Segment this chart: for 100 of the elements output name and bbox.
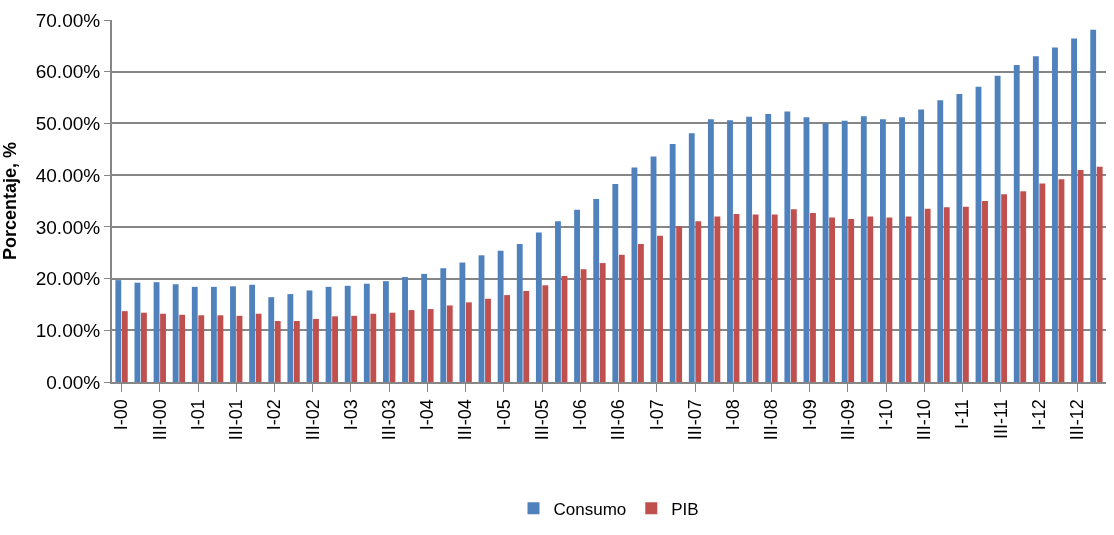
bar: [771, 214, 778, 382]
bar: [657, 235, 663, 382]
x-tick-label: I-04: [417, 399, 438, 431]
bar: [516, 243, 523, 382]
bar: [1096, 166, 1103, 382]
bar: [504, 295, 511, 382]
x-tick-label: III-05: [531, 399, 552, 441]
bar: [752, 214, 759, 382]
x-tick-label: III-06: [608, 399, 629, 441]
bar: [790, 209, 797, 382]
bar: [924, 208, 931, 382]
bar: [402, 277, 408, 382]
bar: [574, 209, 580, 382]
bar: [880, 119, 886, 382]
bar: [497, 250, 504, 382]
bar: [599, 263, 606, 382]
y-tick-label: 40.00%: [35, 164, 101, 186]
x-tick-label: I-00: [111, 399, 132, 431]
bar: [1013, 64, 1020, 382]
bar: [1039, 183, 1046, 382]
bar: [274, 320, 281, 382]
bar: [363, 283, 370, 382]
bar: [612, 183, 619, 382]
bar: [746, 116, 753, 382]
bar: [841, 120, 848, 382]
bar: [287, 294, 294, 382]
bar: [1071, 38, 1077, 382]
bar: [446, 305, 453, 382]
legend-label: Consumo: [553, 499, 627, 519]
bar: [249, 284, 256, 382]
x-tick-label: I-10: [876, 399, 897, 431]
x-tick-label: III-00: [149, 399, 170, 441]
bar: [638, 243, 644, 382]
bar: [217, 315, 224, 382]
x-tick-label: I-12: [1028, 399, 1049, 431]
bar: [822, 122, 829, 382]
x-tick-label: I-02: [264, 399, 285, 431]
x-tick-label: I-06: [570, 399, 591, 431]
y-tick-label: 70.00%: [35, 9, 101, 31]
bar: [383, 281, 389, 382]
bar: [1090, 29, 1097, 382]
bar: [899, 117, 905, 382]
bar: [714, 216, 721, 382]
bar: [230, 286, 236, 382]
bar: [427, 309, 434, 382]
bar: [293, 320, 300, 382]
x-tick-label: I-09: [799, 399, 820, 431]
y-axis-title: Porcentaje, %: [0, 141, 20, 261]
bar: [268, 297, 275, 382]
bar: [1020, 191, 1027, 382]
x-tick-label: I-08: [723, 399, 744, 431]
y-tick-label: 10.00%: [35, 319, 101, 341]
y-tick-label: 60.00%: [35, 61, 101, 83]
x-tick-label: III-10: [914, 399, 935, 441]
bar: [956, 93, 963, 382]
bar: [1001, 194, 1008, 382]
bar: [707, 119, 714, 382]
bar: [962, 206, 969, 382]
bar: [860, 116, 867, 382]
bar: [198, 315, 205, 382]
bar: [191, 286, 198, 382]
bar: [440, 268, 447, 382]
bar: [676, 226, 683, 382]
bar: [121, 311, 128, 382]
bar: [465, 302, 472, 382]
bar: [810, 212, 816, 382]
bar: [535, 232, 542, 382]
x-tick-label: I-11: [952, 399, 973, 429]
bar: [332, 316, 338, 382]
bar: [727, 120, 733, 382]
x-tick-label: I-07: [646, 399, 667, 431]
bar: [688, 133, 695, 382]
legend-label: PIB: [671, 499, 699, 519]
x-tick-label: I-05: [493, 399, 514, 431]
bar: [580, 269, 587, 382]
bar: [765, 114, 772, 382]
y-tick-label: 0.00%: [46, 371, 101, 393]
bar: [160, 313, 166, 382]
bar: [829, 217, 835, 382]
bar: [351, 315, 358, 382]
bar: [1032, 56, 1039, 382]
bar: [593, 198, 600, 382]
bar: [421, 273, 428, 382]
bar: [115, 280, 122, 382]
bar: [695, 221, 702, 382]
bar: [555, 221, 561, 382]
x-tick-label: III-02: [302, 399, 323, 441]
bar: [848, 219, 855, 382]
bar: [943, 207, 950, 382]
bar: [523, 290, 530, 382]
y-tick-label: 50.00%: [35, 113, 101, 135]
bar: [210, 286, 217, 382]
bar: [459, 262, 466, 382]
bar: [1077, 169, 1084, 382]
x-tick-label: I-03: [340, 399, 361, 431]
bar: [172, 284, 179, 382]
x-tick-label: III-03: [379, 399, 400, 441]
bar: [255, 313, 262, 382]
bar: [325, 286, 332, 382]
bar: [618, 254, 625, 382]
